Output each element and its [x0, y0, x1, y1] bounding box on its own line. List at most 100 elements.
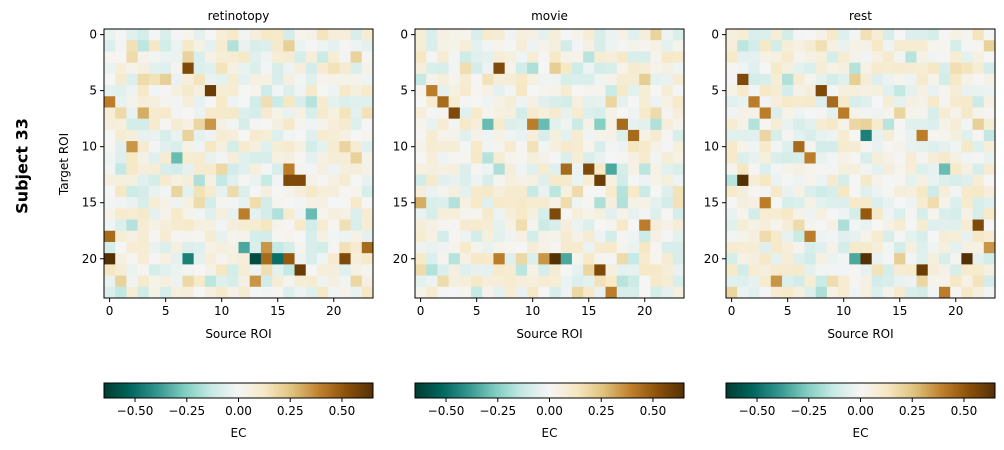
heatmap-cell — [504, 253, 517, 265]
heatmap-cell — [571, 163, 584, 176]
heatmap-cell — [204, 62, 217, 75]
heatmap-cell — [471, 163, 483, 176]
heatmap-cell — [549, 29, 562, 41]
heatmap-cell — [339, 85, 351, 97]
heatmap-cell — [148, 286, 161, 299]
heatmap-cell — [283, 253, 295, 265]
heatmap-cell — [916, 29, 929, 41]
x-tick-label: 20 — [637, 304, 652, 318]
heatmap-cell — [627, 253, 640, 265]
heatmap-cell — [594, 275, 606, 288]
heatmap-cell — [549, 129, 562, 142]
heatmap-cell — [961, 141, 973, 153]
heatmap-cell — [737, 40, 749, 52]
heatmap-cell — [583, 208, 595, 220]
heatmap-cell — [826, 163, 839, 176]
heatmap-cell — [316, 197, 329, 209]
heatmap-cell — [137, 129, 150, 142]
heatmap-cell — [549, 118, 562, 131]
heatmap-cell — [283, 286, 295, 299]
heatmap-cell — [639, 62, 651, 75]
heatmap-cell — [927, 107, 940, 120]
heatmap-cell — [459, 163, 472, 176]
heatmap-cell — [204, 219, 217, 232]
heatmap-cell — [227, 219, 239, 232]
heatmap-cell — [860, 208, 873, 220]
heatmap-cell — [938, 107, 951, 120]
heatmap-cell — [871, 152, 884, 164]
heatmap-cell — [350, 275, 363, 288]
heatmap-cell — [249, 152, 262, 164]
heatmap-cell — [104, 118, 116, 131]
heatmap-cell — [882, 264, 895, 276]
heatmap-cell — [672, 163, 685, 176]
heatmap-cell — [437, 152, 449, 164]
heatmap-cell — [871, 197, 884, 209]
heatmap-cell — [571, 118, 584, 131]
heatmap-cell — [661, 264, 674, 276]
colorbar-tick-label: 0.25 — [588, 404, 615, 418]
heatmap-cell — [726, 219, 738, 232]
heatmap-cell — [437, 40, 449, 52]
heatmap-cell — [838, 73, 850, 86]
heatmap-cell — [216, 174, 228, 187]
heatmap-cell — [361, 197, 374, 209]
heatmap-cell — [672, 29, 685, 41]
heatmap-cell — [782, 107, 794, 120]
heatmap-cell — [838, 264, 850, 276]
heatmap-cell — [227, 29, 239, 41]
heatmap-cell — [193, 253, 206, 265]
heatmap-cell — [616, 174, 629, 187]
heatmap-cell — [182, 230, 195, 243]
heatmap-cell — [737, 230, 749, 243]
heatmap-cell — [759, 241, 772, 254]
colorbar-tick-label: −0.25 — [479, 404, 516, 418]
heatmap-cell — [426, 253, 438, 265]
heatmap-cell — [471, 29, 483, 41]
heatmap-cell — [961, 197, 973, 209]
heatmap-cell — [905, 51, 917, 63]
heatmap-cell — [471, 197, 483, 209]
heatmap-cell — [515, 230, 528, 243]
heatmap-cell — [316, 163, 329, 176]
heatmap-cell — [204, 264, 217, 276]
heatmap-cell — [605, 241, 618, 254]
heatmap-cell — [938, 286, 951, 299]
heatmap-cell — [894, 219, 906, 232]
heatmap-cell — [471, 40, 483, 52]
x-tick-label: 10 — [836, 304, 851, 318]
heatmap-cell — [583, 73, 595, 86]
x-tick-label: 15 — [581, 304, 596, 318]
heatmap-cell — [515, 208, 528, 220]
heatmap-cell — [639, 241, 651, 254]
heatmap-cell — [639, 118, 651, 131]
heatmap-cell — [260, 174, 273, 187]
heatmap-cell — [482, 185, 494, 198]
x-tick-label: 15 — [892, 304, 907, 318]
heatmap-cell — [983, 286, 996, 299]
heatmap-cell — [860, 241, 873, 254]
heatmap-cell — [238, 286, 251, 299]
heatmap-cell — [426, 29, 438, 41]
heatmap-cell — [482, 253, 494, 265]
heatmap-cell — [661, 51, 674, 63]
heatmap-cell — [182, 152, 195, 164]
heatmap-cell — [171, 174, 183, 187]
heatmap-cell — [137, 275, 150, 288]
heatmap-cell — [849, 174, 861, 187]
heatmap-cell — [549, 174, 562, 187]
heatmap-cell — [361, 29, 374, 41]
heatmap-cell — [782, 230, 794, 243]
heatmap-cell — [748, 197, 760, 209]
heatmap-cell — [493, 107, 506, 120]
heatmap-cell — [171, 85, 183, 97]
heatmap-cell — [204, 241, 217, 254]
heatmap-cell — [227, 241, 239, 254]
heatmap-cell — [972, 85, 985, 97]
heatmap-cell — [905, 73, 917, 86]
heatmap-cell — [650, 275, 662, 288]
heatmap-cell — [815, 174, 828, 187]
heatmap-cell — [504, 129, 517, 142]
heatmap-cell — [782, 174, 794, 187]
heatmap-cell — [894, 129, 906, 142]
